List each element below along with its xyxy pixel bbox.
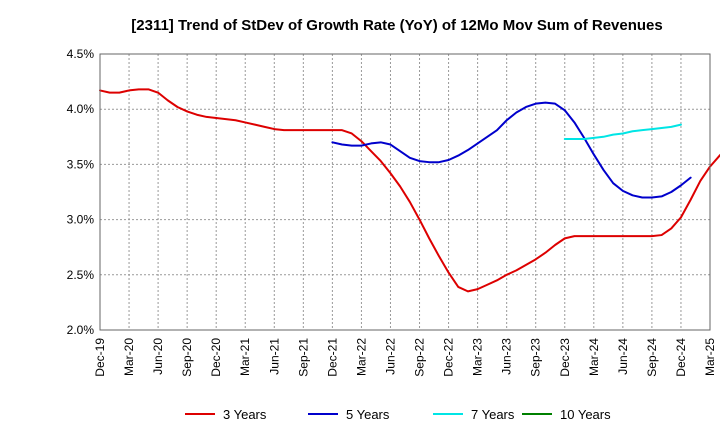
y-tick-label: 2.0% — [67, 323, 95, 337]
x-tick-label: Mar-21 — [238, 338, 252, 376]
x-tick-label: Mar-23 — [471, 338, 485, 376]
x-tick-label: Dec-22 — [442, 338, 456, 377]
x-tick-label: Dec-20 — [209, 338, 223, 377]
x-tick-label: Jun-23 — [500, 338, 514, 375]
y-tick-label: 2.5% — [67, 268, 95, 282]
y-tick-label: 3.5% — [67, 157, 95, 171]
x-tick-label: Dec-19 — [93, 338, 107, 377]
legend-label-7-years: 7 Years — [471, 407, 515, 422]
y-tick-label: 4.0% — [67, 102, 95, 116]
legend-label-5-years: 5 Years — [346, 407, 390, 422]
y-tick-label: 4.5% — [67, 47, 95, 61]
chart-title: [2311] Trend of StDev of Growth Rate (Yo… — [131, 17, 662, 34]
x-tick-label: Dec-21 — [325, 338, 339, 377]
y-tick-label: 3.0% — [67, 213, 95, 227]
legend-label-10-years: 10 Years — [560, 407, 611, 422]
x-tick-label: Dec-23 — [558, 338, 572, 377]
chart: [2311] Trend of StDev of Growth Rate (Yo… — [0, 0, 720, 440]
x-tick-label: Mar-22 — [354, 338, 368, 376]
x-tick-label: Jun-20 — [151, 338, 165, 375]
x-tick-label: Sep-23 — [529, 338, 543, 377]
legend-label-3-years: 3 Years — [223, 407, 267, 422]
x-tick-label: Mar-20 — [122, 338, 136, 376]
x-tick-label: Mar-24 — [587, 338, 601, 376]
x-tick-label: Jun-22 — [383, 338, 397, 375]
x-tick-label: Sep-21 — [296, 338, 310, 377]
x-tick-label: Sep-24 — [645, 338, 659, 377]
x-tick-label: Mar-25 — [703, 338, 717, 376]
x-tick-label: Sep-20 — [180, 338, 194, 377]
x-tick-label: Dec-24 — [674, 338, 688, 377]
x-tick-label: Jun-24 — [616, 338, 630, 375]
x-tick-label: Jun-21 — [267, 338, 281, 375]
x-tick-label: Sep-22 — [413, 338, 427, 377]
